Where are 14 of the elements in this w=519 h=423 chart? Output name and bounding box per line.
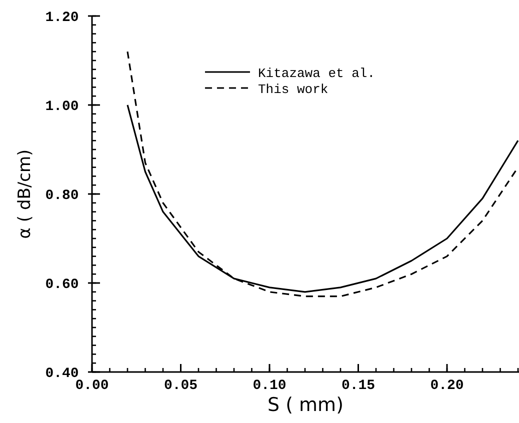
- x-tick-label: 0.00: [75, 378, 109, 394]
- legend-label: Kitazawa et al.: [258, 66, 376, 81]
- y-tick-label: 0.80: [45, 188, 79, 204]
- x-axis-title: S ( mm): [268, 394, 344, 416]
- line-series: [126, 50, 519, 298]
- y-tick-label: 0.60: [45, 277, 79, 293]
- x-tick-label: 0.15: [341, 378, 376, 394]
- y-axis-title: α ( dB/cm): [15, 149, 35, 239]
- x-tick-label: 0.05: [164, 378, 198, 394]
- x-tick-label: 0.10: [252, 378, 286, 394]
- y-tick-label: 1.20: [45, 10, 79, 26]
- legend-label: This work: [258, 82, 328, 97]
- x-tick-label: 0.20: [430, 378, 464, 394]
- y-tick-label: 1.00: [45, 99, 79, 115]
